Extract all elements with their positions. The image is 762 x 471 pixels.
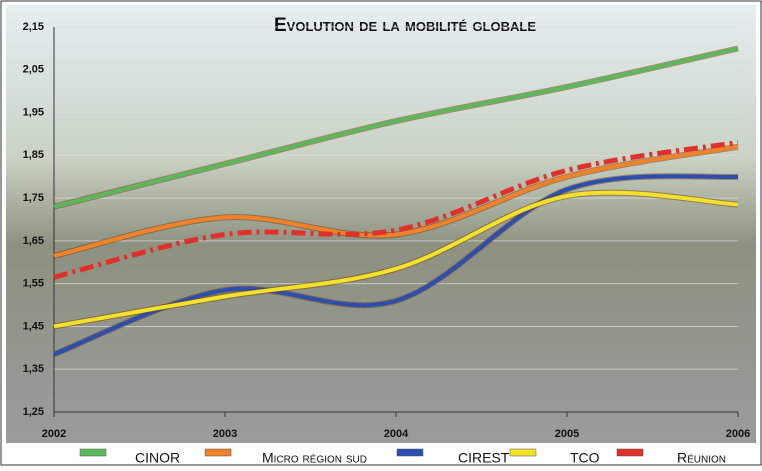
y-tick-label: 1,35 (23, 363, 44, 375)
series-line (53, 46, 739, 209)
legend-label: CIREST (458, 450, 510, 466)
legend-swatch (396, 448, 424, 457)
series-line (53, 140, 739, 280)
chart-title: Evolution de la mobilité globale (274, 15, 536, 36)
legend-swatch (509, 448, 537, 457)
y-tick-label: 1,85 (23, 149, 44, 161)
y-tick-label: 2,15 (23, 21, 44, 33)
y-tick-label: 2,05 (23, 64, 44, 76)
legend-label: CINOR (135, 450, 180, 466)
x-tick-label: 2005 (555, 428, 579, 440)
legend-label: Micro région sud (262, 450, 367, 466)
background (6, 5, 756, 443)
legend-swatch (204, 448, 232, 457)
series-line (53, 144, 739, 258)
legend-label: Réunion (677, 450, 726, 466)
x-tick-label: 2006 (726, 428, 750, 440)
y-tick-label: 1,25 (23, 406, 44, 418)
legend-label: TCO (570, 450, 600, 466)
x-tick-label: 2003 (213, 428, 237, 440)
legend-swatch (616, 448, 644, 457)
series-line (53, 190, 739, 329)
x-tick-label: 2004 (384, 428, 409, 440)
x-tick-label: 2002 (42, 428, 66, 440)
y-tick-label: 1,45 (23, 320, 44, 332)
y-tick-label: 1,75 (23, 192, 44, 204)
y-tick-label: 1,95 (23, 106, 44, 118)
y-tick-label: 1,55 (23, 278, 44, 290)
legend-swatch (79, 448, 107, 457)
y-tick-label: 1,65 (23, 235, 44, 247)
